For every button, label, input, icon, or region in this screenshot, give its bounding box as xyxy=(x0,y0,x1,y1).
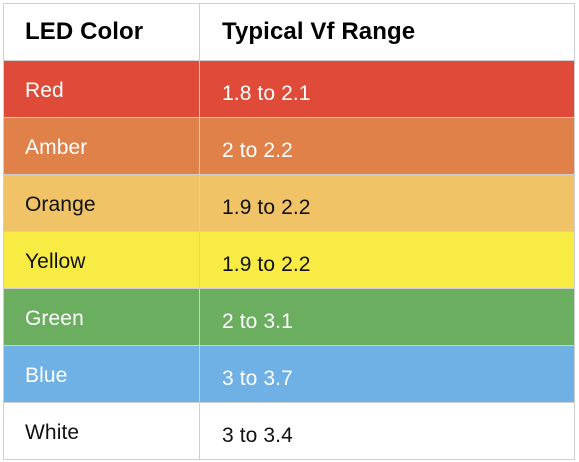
led-vf-table: LED Color Typical Vf Range Red 1.8 to 2.… xyxy=(3,3,575,460)
row-range-cell: 3 to 3.4 xyxy=(200,403,574,459)
row-range-cell: 2 to 3.1 xyxy=(200,289,574,346)
row-color-cell: Orange xyxy=(4,175,200,232)
header-led-color: LED Color xyxy=(4,4,200,61)
header-vf-range: Typical Vf Range xyxy=(200,4,574,61)
row-color-cell: Red xyxy=(4,61,200,118)
row-range-cell: 1.9 to 2.2 xyxy=(200,175,574,232)
row-range-cell: 2 to 2.2 xyxy=(200,118,574,175)
row-color-cell: Amber xyxy=(4,118,200,175)
row-color-cell: White xyxy=(4,403,200,459)
row-color-cell: Yellow xyxy=(4,232,200,289)
row-range-cell: 1.9 to 2.2 xyxy=(200,232,574,289)
row-range-cell: 1.8 to 2.1 xyxy=(200,61,574,118)
row-color-cell: Blue xyxy=(4,346,200,403)
row-range-cell: 3 to 3.7 xyxy=(200,346,574,403)
row-color-cell: Green xyxy=(4,289,200,346)
